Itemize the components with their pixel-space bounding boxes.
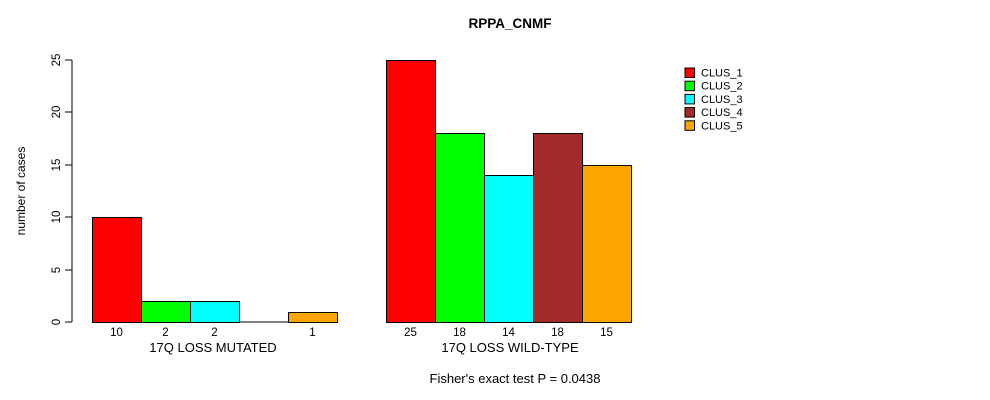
legend-label-clus_1: CLUS_1 [701,68,743,80]
bar-value-label-clus_4-wild-type: 18 [551,327,564,339]
legend-swatch-clus_1 [684,67,695,78]
legend-label-clus_3: CLUS_3 [701,94,743,106]
bar-value-label-clus_3-wild-type: 14 [502,327,515,339]
y-tick-label-15: 15 [51,159,63,172]
legend-label-clus_2: CLUS_2 [701,81,743,93]
y-axis-title: number of cases [14,146,28,236]
y-tick-label-0: 0 [51,319,63,325]
bar-value-label-clus_1-mutated: 10 [110,327,123,339]
legend-swatch-clus_2 [684,80,695,92]
legend-swatch-clus_3 [684,93,695,105]
chart-title: RPPA_CNMF [468,16,552,31]
bar-clus_2-wild-type [435,133,485,323]
group-label-mutated: 17Q LOSS MUTATED [149,340,277,355]
bar-clus_4-wild-type [533,133,583,323]
legend-swatch-clus_4 [684,107,695,118]
group-label-wild-type: 17Q LOSS WILD-TYPE [441,340,579,355]
bar-value-label-clus_2-wild-type: 18 [453,327,466,339]
y-tick-label-5: 5 [51,267,63,273]
bar-value-label-clus_5-mutated: 1 [309,327,315,339]
legend-swatch-clus_5 [684,120,695,131]
legend-label-clus_5: CLUS_5 [701,120,743,132]
bar-clus_3-mutated [190,301,240,323]
bar-clus_1-wild-type [386,60,436,323]
bar-value-label-clus_3-mutated: 2 [211,327,217,339]
legend-label-clus_4: CLUS_4 [701,107,743,119]
y-tick-label-25: 25 [51,54,63,67]
y-tick-label-20: 20 [51,106,63,119]
bar-value-label-clus_2-mutated: 2 [162,327,168,339]
bar-value-label-clus_1-wild-type: 25 [404,327,417,339]
bar-clus_3-wild-type [484,175,534,323]
bar-clus_5-mutated [288,312,338,323]
bar-value-label-clus_5-wild-type: 15 [600,327,613,339]
bar-clus_1-mutated [92,217,142,323]
bar-clus_2-mutated [141,301,191,323]
bar-clus_5-wild-type [582,165,632,323]
y-tick-label-10: 10 [51,211,63,224]
footnote-fisher-test: Fisher's exact test P = 0.0438 [429,371,601,386]
